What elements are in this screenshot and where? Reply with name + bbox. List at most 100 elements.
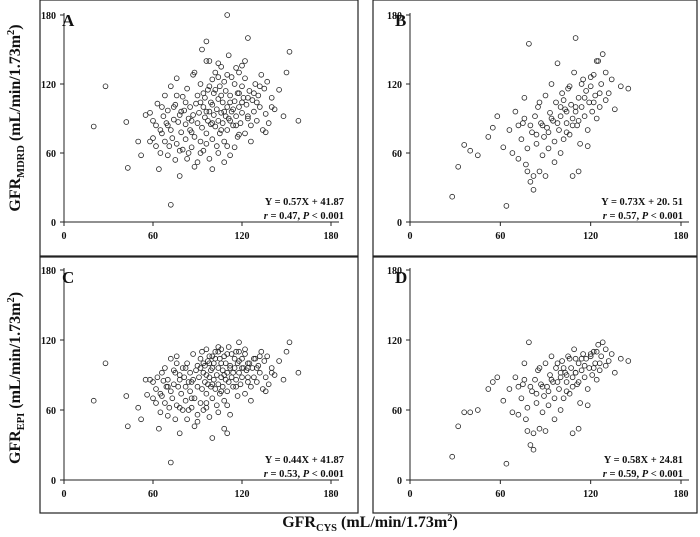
data-point [524,428,531,434]
correlation-stats: r = 0.59, P < 0.001 [603,469,683,480]
data-point [533,141,540,147]
data-point [572,355,579,362]
data-point [182,99,189,106]
data-point [214,402,220,409]
data-point [215,60,222,67]
data-point [595,58,601,64]
data-point [262,374,269,381]
data-point [581,362,588,369]
data-point [206,108,213,115]
data-point [153,143,159,149]
data-point [572,369,579,376]
data-point [521,115,528,122]
regression-equation: Y = 0.73X + 20. 51 [601,197,683,208]
data-point [197,400,204,406]
data-point [595,341,601,348]
data-point [542,92,549,99]
data-point [171,104,177,110]
data-point [203,390,210,397]
data-point [184,156,190,162]
data-point [166,404,173,411]
data-point [165,376,171,383]
data-point [530,187,537,193]
data-point [209,381,216,388]
x-tick-label: 0 [62,489,67,500]
data-point [581,95,588,101]
data-point [605,358,612,364]
data-point [224,104,231,110]
data-point [227,118,233,124]
data-point [494,113,501,119]
data-point [524,168,531,175]
data-point [90,123,97,130]
data-point [262,111,269,117]
data-point [203,108,210,115]
data-point [123,393,130,399]
data-point [142,376,149,383]
data-point [512,108,519,115]
data-point [489,124,496,131]
data-point [187,388,193,395]
data-point [526,40,532,47]
data-point [563,108,570,115]
data-point [246,88,253,94]
data-point [251,108,257,115]
data-point [602,69,609,76]
data-point [208,121,214,128]
data-point [221,78,228,85]
data-point [203,58,210,64]
data-point [157,409,164,416]
data-point [578,104,585,110]
data-point [533,131,540,138]
data-point [256,369,263,376]
data-point [182,365,189,371]
data-point [485,134,492,140]
data-point [160,113,167,119]
data-point [179,93,186,100]
data-point [584,143,591,149]
data-point [264,353,271,360]
data-point [237,381,244,388]
data-point [224,402,231,409]
data-point [526,339,532,346]
data-point [230,369,236,376]
data-point [230,383,236,390]
data-point [215,409,222,416]
data-point [182,383,189,390]
data-point [123,119,130,125]
data-point [449,453,456,460]
data-point [548,81,555,87]
data-point [583,88,589,94]
data-point [523,416,529,423]
data-point [563,372,570,378]
data-point [547,110,553,116]
panel-frame [39,0,359,257]
data-point [231,355,238,362]
data-point [611,369,618,376]
data-point [211,112,217,118]
x-axis-label: GFRCYS (mL/min/1.73m2) [282,513,458,534]
data-point [569,115,576,122]
data-point [194,120,201,126]
x-tick-label: 180 [674,489,689,500]
data-point [225,344,232,350]
y-tick-label: 0 [397,476,402,487]
data-point [592,92,598,99]
data-point [541,134,547,140]
data-point [188,379,195,385]
data-point [165,412,171,419]
data-point [217,130,223,137]
panel-frame [372,0,698,257]
data-point [563,129,570,136]
panel-A: 0 60 120 180 0 60 120 180 A Y = 0.57X + 41.87 r = … [39,0,359,257]
data-point [239,374,245,381]
data-point [191,164,198,170]
data-point [575,118,582,124]
data-point [225,52,232,59]
data-point [197,365,204,371]
data-point [209,76,216,83]
data-point [209,101,216,108]
data-point [554,120,561,126]
data-point [286,48,293,55]
